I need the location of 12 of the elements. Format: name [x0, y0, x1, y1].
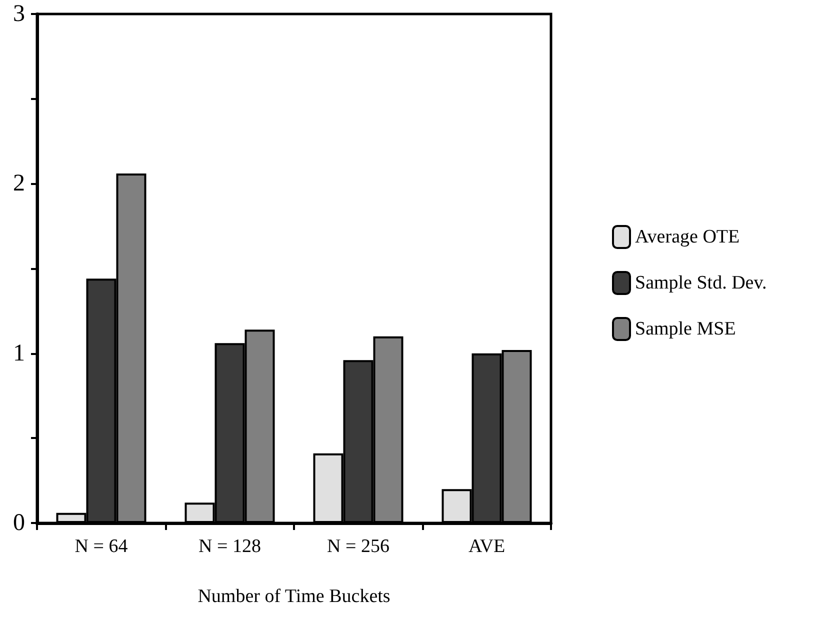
x-tick-label: N = 64 — [74, 536, 128, 557]
x-tick-label: N = 256 — [327, 536, 390, 557]
x-tick-label: AVE — [468, 536, 506, 557]
x-axis-title: Number of Time Buckets — [198, 586, 390, 607]
x-tick-label: N = 128 — [198, 536, 261, 557]
legend-label: Sample Std. Dev. — [635, 272, 767, 294]
legend-label: Sample MSE — [635, 318, 736, 340]
y-tick-label: 3 — [13, 1, 25, 27]
y-tick-label: 2 — [13, 170, 25, 197]
y-tick-label: 0 — [13, 510, 25, 536]
y-tick-label: 1 — [13, 340, 25, 366]
legend-label: Average OTE — [635, 226, 740, 248]
